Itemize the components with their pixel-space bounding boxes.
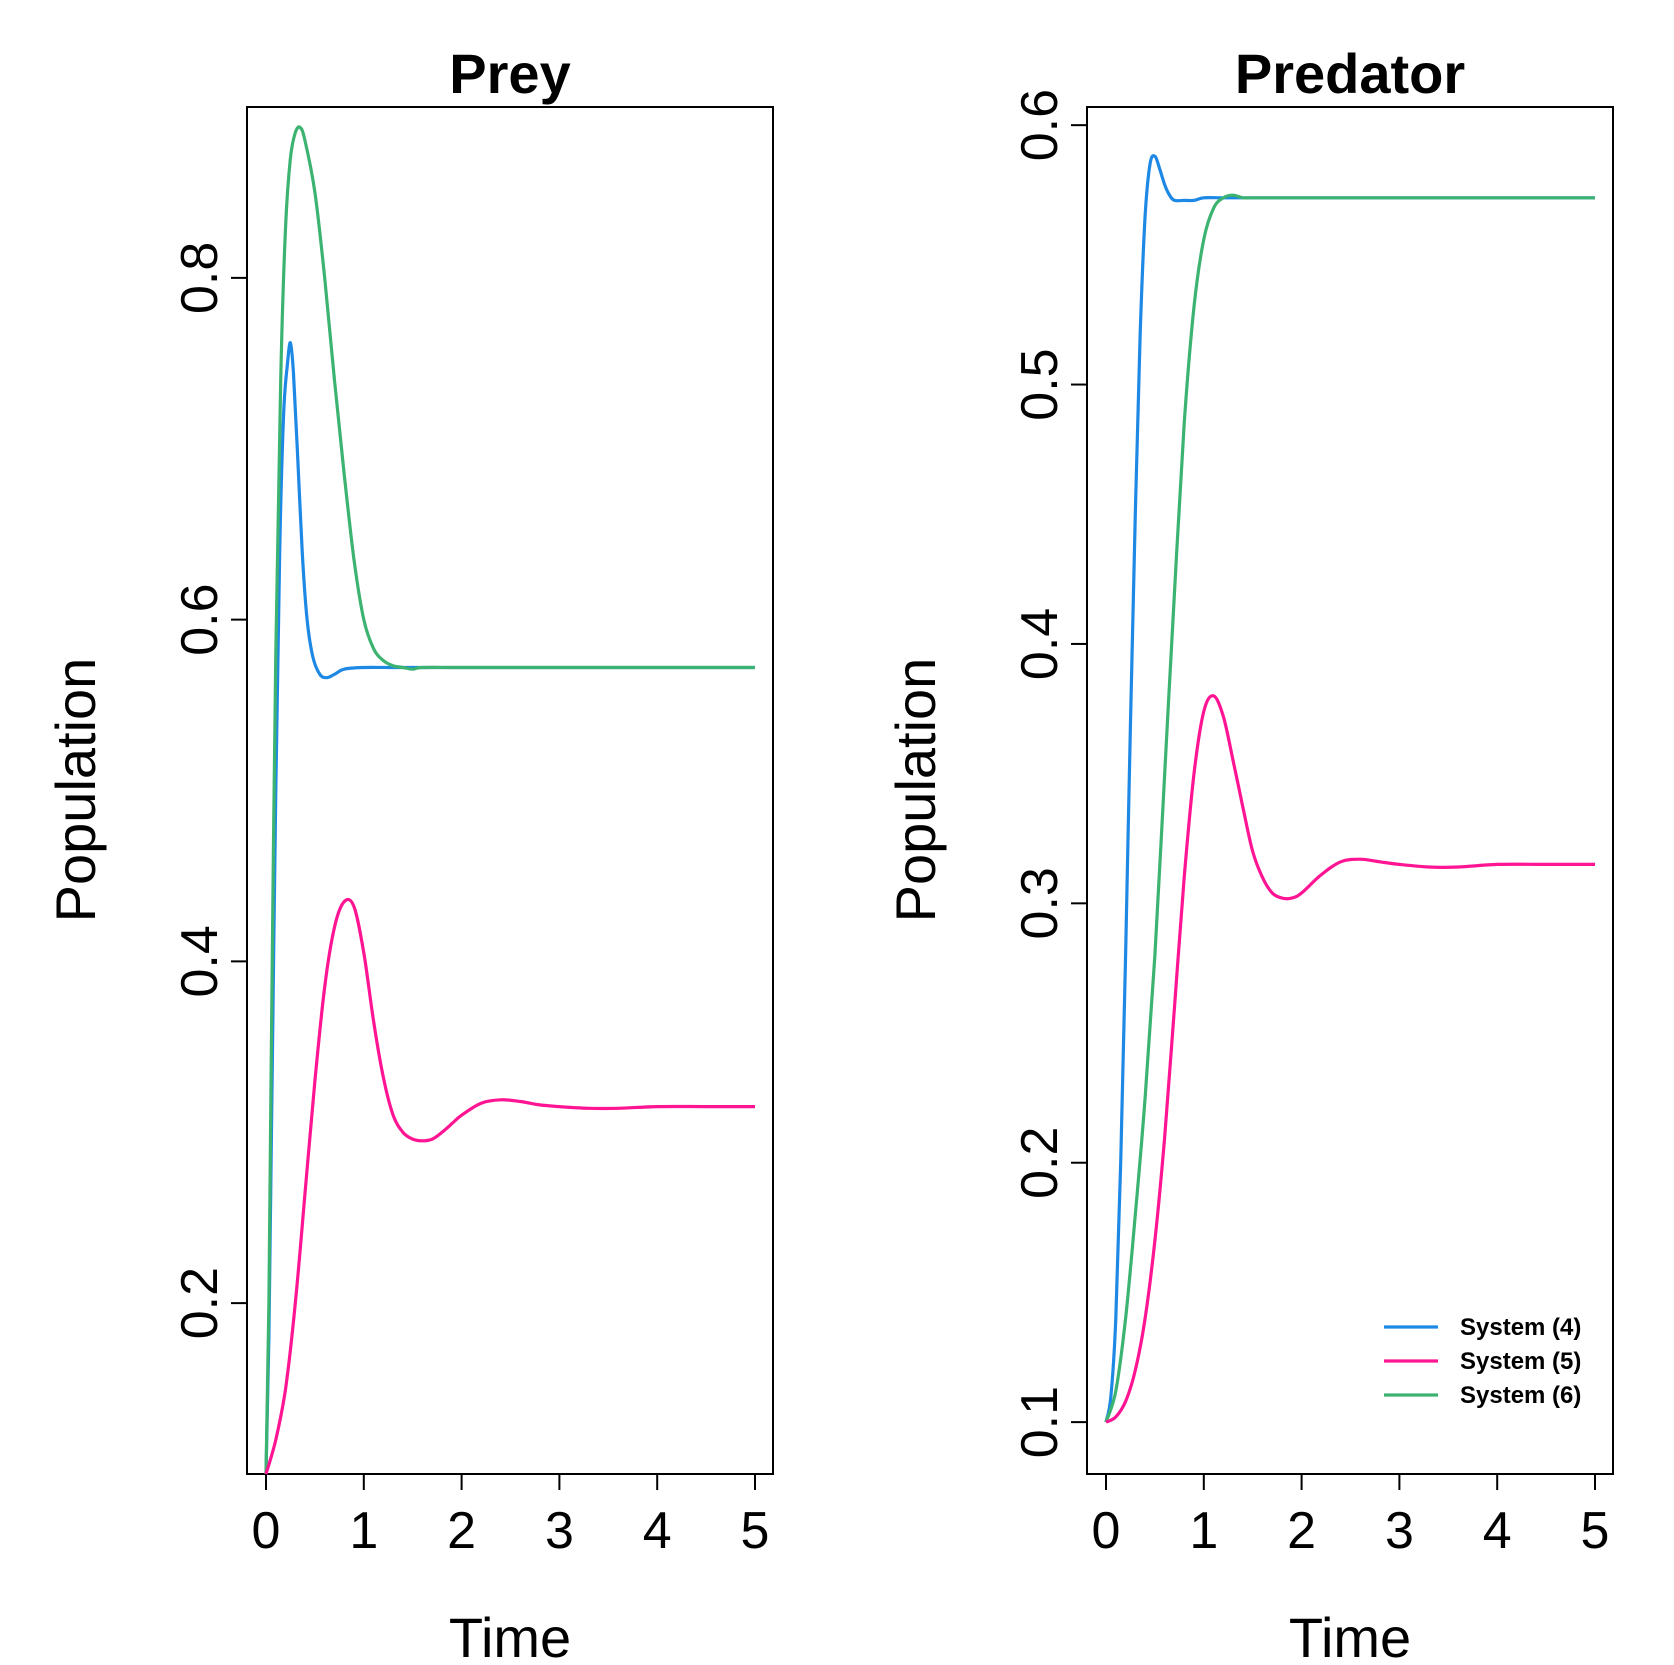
prey-x-tick-label: 5 (741, 1502, 770, 1560)
predator-plot-frame (1086, 106, 1614, 1475)
predator-x-tick-label: 5 (1581, 1502, 1610, 1560)
predator-series-line-system-4 (1104, 154, 1595, 1423)
prey-y-ticks: 0.2 0.4 0.6 0.8 (171, 242, 248, 1339)
prey-y-axis-label: Population (44, 658, 107, 923)
prey-x-tick-label: 4 (643, 1502, 672, 1560)
prey-y-tick-label: 0.2 (171, 1267, 229, 1339)
prey-plot-frame (246, 106, 774, 1475)
prey-y-tick-label: 0.4 (171, 925, 229, 997)
predator-x-tick-label: 0 (1092, 1502, 1121, 1560)
prey-x-ticks: 0 1 2 3 4 5 (252, 1473, 770, 1560)
predator-y-tick-label: 0.4 (1011, 608, 1069, 680)
predator-series-line-system-5 (1105, 694, 1595, 1424)
predator-title: Predator (1235, 42, 1465, 105)
predator-x-tick-label: 3 (1385, 1502, 1414, 1560)
prey-series-line-system-6 (264, 125, 755, 1475)
prey-title: Prey (449, 42, 570, 105)
predator-y-tick-label: 0.1 (1011, 1386, 1069, 1458)
legend: System (4) System (5) System (6) (1384, 1314, 1581, 1409)
prey-x-tick-label: 1 (349, 1502, 378, 1560)
predator-y-tick-label: 0.6 (1011, 89, 1069, 161)
legend-label-system-5: System (5) (1460, 1348, 1581, 1375)
prey-series-line-system-5 (264, 897, 755, 1475)
predator-series-line-system-6 (1104, 193, 1595, 1423)
predator-x-tick-label: 4 (1483, 1502, 1512, 1560)
prey-y-tick-label: 0.8 (171, 242, 229, 314)
prey-y-tick-label: 0.6 (171, 583, 229, 655)
predator-x-axis-label: Time (1289, 1606, 1411, 1665)
legend-label-system-6: System (6) (1460, 1382, 1581, 1409)
predator-series-lines (1104, 154, 1595, 1424)
predator-y-tick-label: 0.3 (1011, 867, 1069, 939)
legend-label-system-4: System (4) (1460, 1314, 1581, 1341)
predator-x-ticks: 0 1 2 3 4 5 (1092, 1473, 1610, 1560)
predator-x-tick-label: 2 (1287, 1502, 1316, 1560)
predator-y-ticks: 0.1 0.2 0.3 0.4 0.5 0.6 (1011, 89, 1088, 1458)
prey-x-tick-label: 3 (545, 1502, 574, 1560)
predator-x-tick-label: 1 (1189, 1502, 1218, 1560)
prey-x-tick-label: 2 (447, 1502, 476, 1560)
prey-x-axis-label: Time (449, 1606, 571, 1665)
predator-y-tick-label: 0.5 (1011, 348, 1069, 420)
prey-series-lines (264, 125, 755, 1475)
prey-panel: Prey Time Population 0 1 2 3 4 5 0.2 0.4 0.6 0.8 (44, 42, 774, 1665)
predator-y-tick-label: 0.2 (1011, 1127, 1069, 1199)
predator-y-axis-label: Population (884, 658, 947, 923)
prey-x-tick-label: 0 (252, 1502, 281, 1560)
